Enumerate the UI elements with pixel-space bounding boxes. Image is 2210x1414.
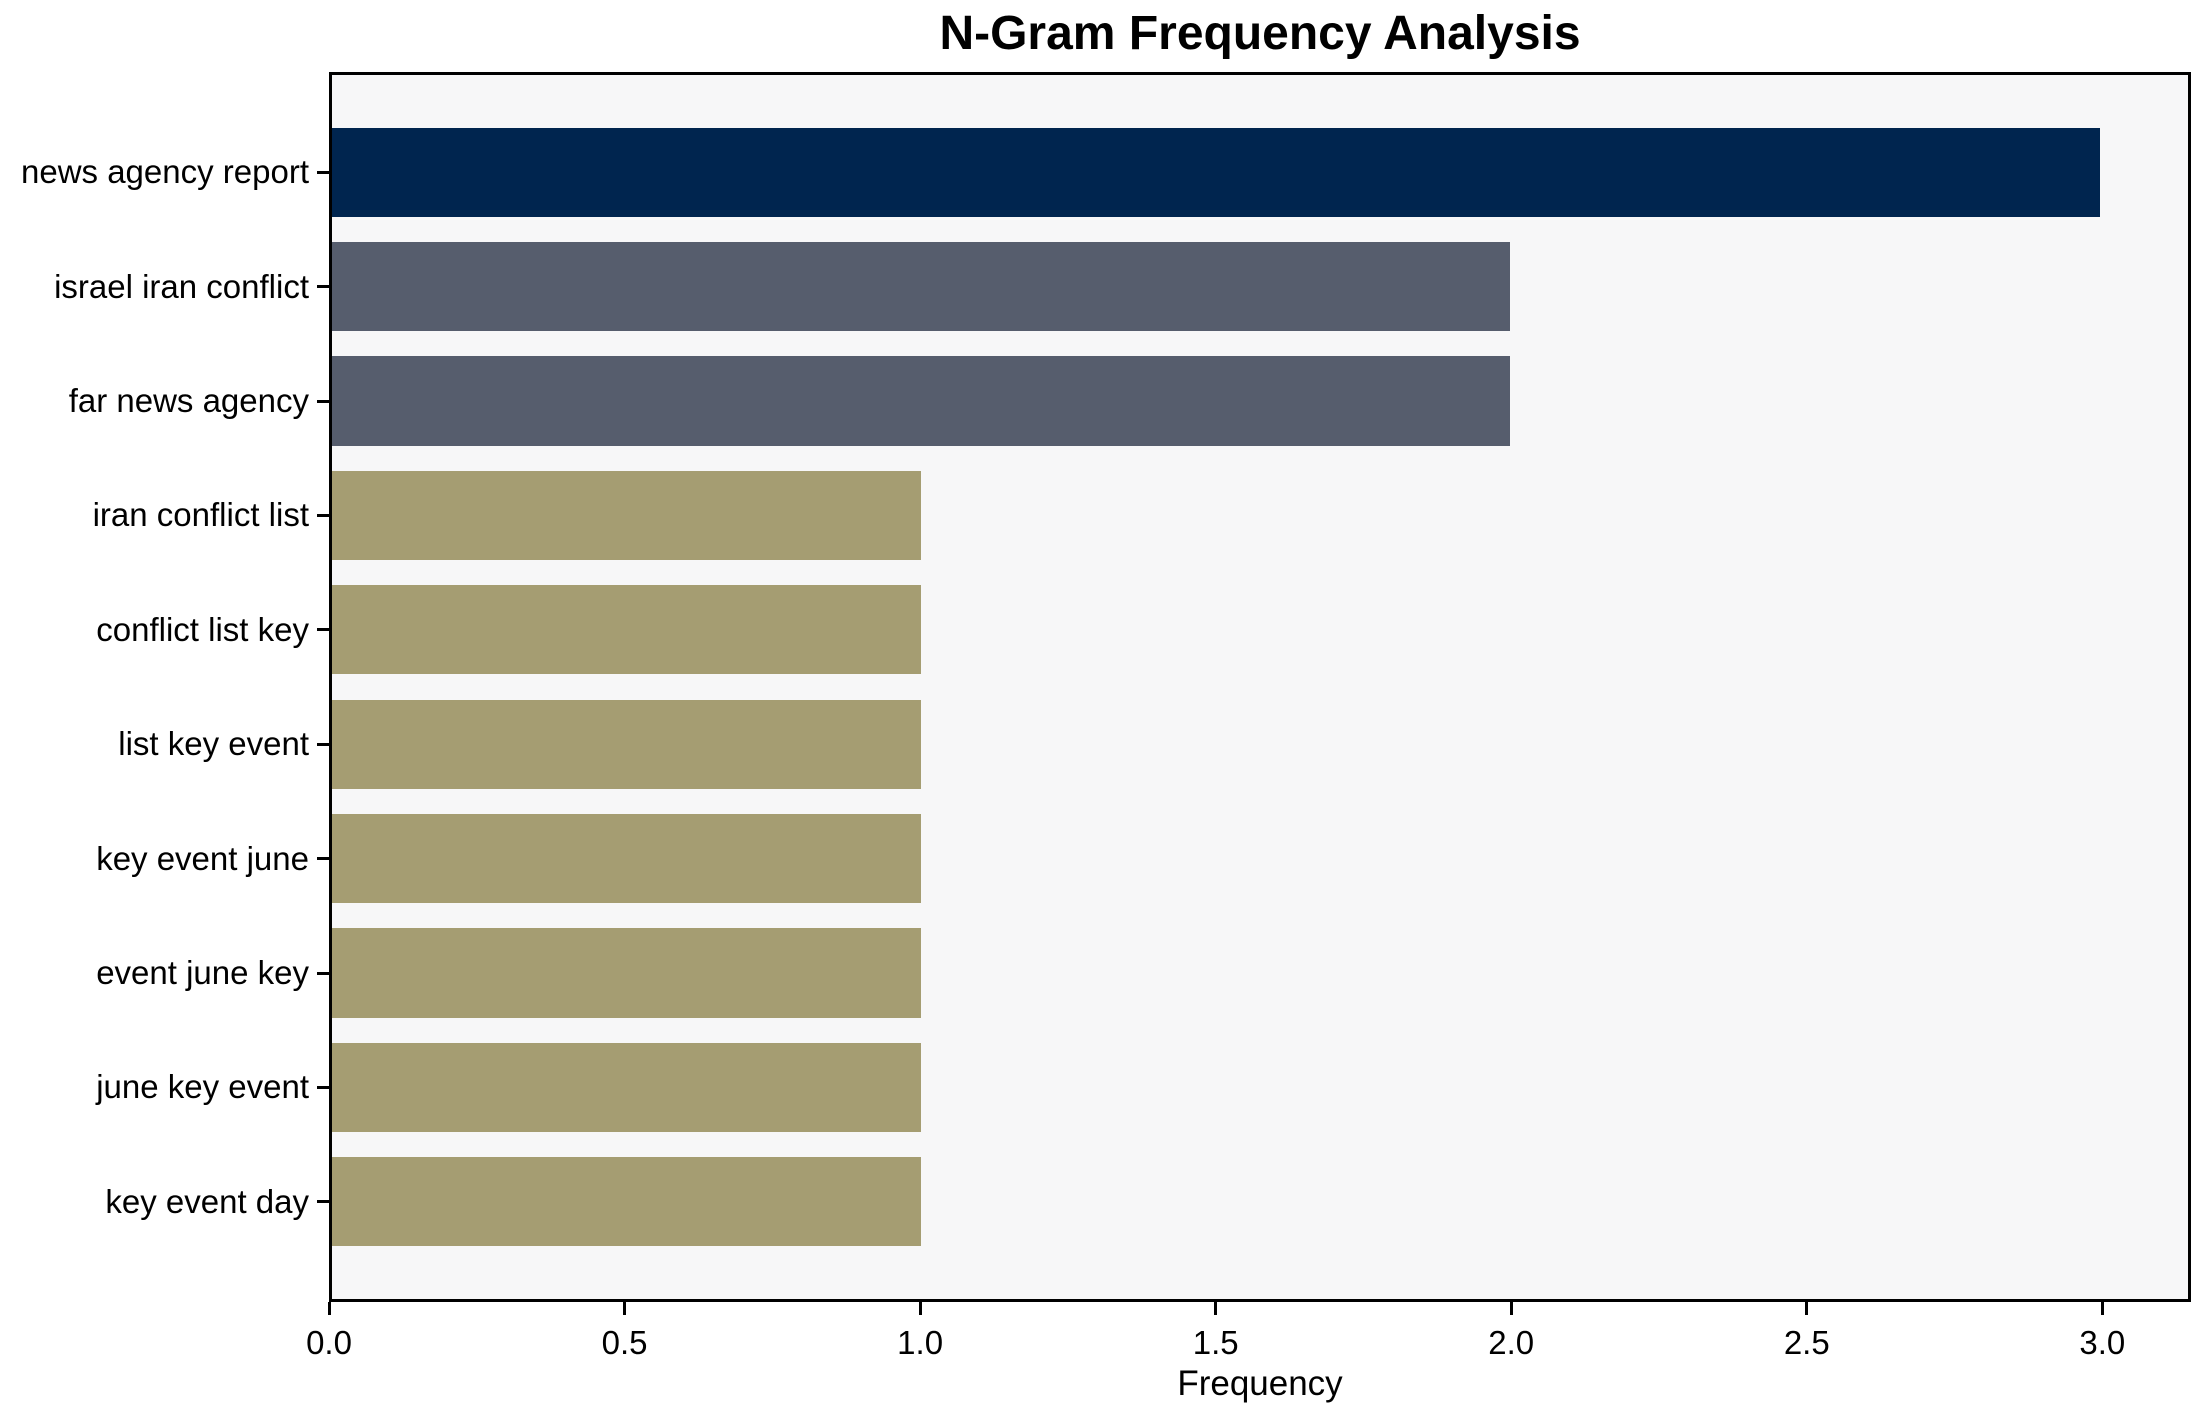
y-axis-row: key event day (0, 1145, 329, 1259)
plot-area (329, 72, 2191, 1302)
x-tick-label: 3.0 (2079, 1324, 2126, 1361)
y-axis-label: key event day (105, 1182, 309, 1220)
x-tick-mark (1805, 1302, 1809, 1315)
y-axis-row: iran conflict list (0, 458, 329, 572)
x-tick-mark (327, 1302, 331, 1315)
bar (332, 928, 922, 1018)
bar (332, 356, 1511, 446)
y-axis-label: key event june (96, 839, 309, 877)
y-axis-label: event june key (96, 954, 309, 992)
y-tick-mark (317, 170, 329, 174)
y-axis-row: june key event (0, 1030, 329, 1144)
x-axis-title: Frequency (1177, 1364, 1343, 1403)
bar-row (332, 1145, 2188, 1259)
x-tick-label: 2.5 (1783, 1324, 1830, 1361)
y-tick-mark (317, 742, 329, 746)
x-tick-label: 0.0 (306, 1324, 352, 1361)
y-tick-mark (317, 285, 329, 289)
y-tick-mark (317, 628, 329, 632)
y-axis-row: conflict list key (0, 573, 329, 687)
y-axis-row: israel iran conflict (0, 229, 329, 343)
y-axis-label: far news agency (68, 382, 309, 420)
bar-row (332, 458, 2188, 572)
y-tick-mark (317, 971, 329, 975)
x-tick-label: 1.0 (897, 1324, 944, 1361)
y-axis-row: far news agency (0, 344, 329, 458)
y-axis-label: iran conflict list (92, 496, 309, 534)
y-axis-label: june key event (96, 1068, 309, 1106)
y-tick-mark (317, 1200, 329, 1204)
y-tick-mark (317, 399, 329, 403)
bar-row (332, 229, 2188, 343)
bar-row (332, 1030, 2188, 1144)
x-tick-label: 2.0 (1488, 1324, 1535, 1361)
bar (332, 1157, 922, 1247)
y-axis-row: news agency report (0, 115, 329, 229)
bar-row (332, 115, 2188, 229)
y-axis-label: news agency report (21, 153, 309, 191)
y-axis: news agency report israel iran conflict fa… (0, 75, 329, 1299)
y-axis-label: conflict list key (96, 610, 309, 648)
x-tick-mark (1214, 1302, 1218, 1315)
x-axis: 0.0 0.5 1.0 1.5 2.0 2.5 3.0 (306, 1302, 2191, 1372)
chart-title: N-Gram Frequency Analysis (939, 7, 1581, 60)
y-axis-row: list key event (0, 687, 329, 801)
x-tick-mark (1509, 1302, 1513, 1315)
bar (332, 241, 1511, 332)
bar (332, 127, 2100, 217)
y-tick-mark (317, 1085, 329, 1089)
x-tick-label: 0.5 (601, 1324, 648, 1361)
bar (332, 1042, 922, 1133)
bar-row (332, 801, 2188, 915)
bar (332, 699, 922, 789)
x-tick-mark (2100, 1302, 2104, 1315)
y-axis-label: list key event (118, 725, 309, 763)
y-axis-row: event june key (0, 916, 329, 1030)
bar (332, 814, 922, 904)
y-axis-row: key event june (0, 801, 329, 915)
bar (332, 585, 922, 675)
y-tick-mark (317, 857, 329, 861)
bar-row (332, 344, 2188, 458)
bar-row (332, 573, 2188, 687)
x-tick-mark (918, 1302, 922, 1315)
y-tick-mark (317, 513, 329, 517)
bar-row (332, 916, 2188, 1030)
bar-row (332, 687, 2188, 801)
y-axis-label: israel iran conflict (54, 267, 309, 305)
x-tick-mark (623, 1302, 627, 1315)
bar (332, 470, 922, 561)
x-tick-label: 1.5 (1192, 1324, 1239, 1361)
